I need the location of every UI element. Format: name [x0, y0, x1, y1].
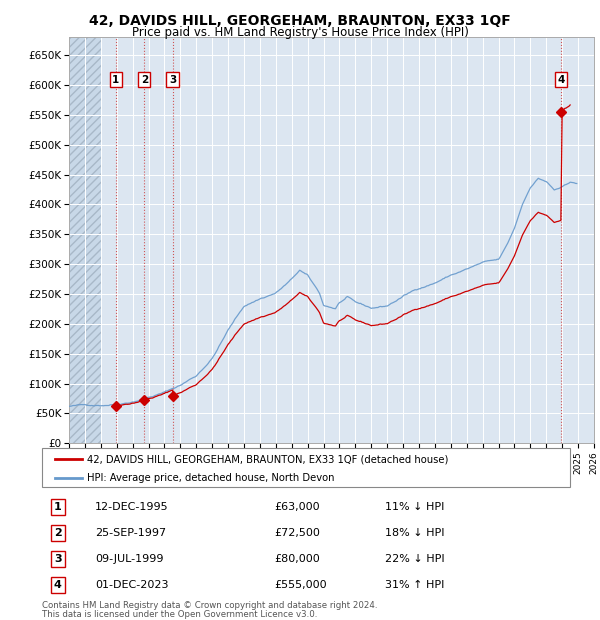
- Text: 42, DAVIDS HILL, GEORGEHAM, BRAUNTON, EX33 1QF (detached house): 42, DAVIDS HILL, GEORGEHAM, BRAUNTON, EX…: [87, 454, 448, 464]
- Text: 18% ↓ HPI: 18% ↓ HPI: [385, 528, 445, 538]
- Text: 3: 3: [54, 554, 62, 564]
- Text: 1: 1: [112, 75, 119, 85]
- Text: 3: 3: [169, 75, 176, 85]
- Text: 42, DAVIDS HILL, GEORGEHAM, BRAUNTON, EX33 1QF: 42, DAVIDS HILL, GEORGEHAM, BRAUNTON, EX…: [89, 14, 511, 28]
- Text: 01-DEC-2023: 01-DEC-2023: [95, 580, 168, 590]
- Text: 4: 4: [557, 75, 565, 85]
- Bar: [69, 37, 101, 443]
- Text: 25-SEP-1997: 25-SEP-1997: [95, 528, 166, 538]
- Text: 12-DEC-1995: 12-DEC-1995: [95, 502, 169, 512]
- Text: £80,000: £80,000: [274, 554, 320, 564]
- Text: 31% ↑ HPI: 31% ↑ HPI: [385, 580, 445, 590]
- Text: £555,000: £555,000: [274, 580, 327, 590]
- Text: This data is licensed under the Open Government Licence v3.0.: This data is licensed under the Open Gov…: [42, 610, 317, 619]
- Text: Contains HM Land Registry data © Crown copyright and database right 2024.: Contains HM Land Registry data © Crown c…: [42, 601, 377, 611]
- FancyBboxPatch shape: [42, 448, 570, 487]
- Text: 11% ↓ HPI: 11% ↓ HPI: [385, 502, 445, 512]
- Text: 1: 1: [54, 502, 62, 512]
- Text: HPI: Average price, detached house, North Devon: HPI: Average price, detached house, Nort…: [87, 473, 334, 483]
- Text: Price paid vs. HM Land Registry's House Price Index (HPI): Price paid vs. HM Land Registry's House …: [131, 26, 469, 39]
- Text: 2: 2: [54, 528, 62, 538]
- Text: £63,000: £63,000: [274, 502, 320, 512]
- Text: £72,500: £72,500: [274, 528, 320, 538]
- Text: 4: 4: [54, 580, 62, 590]
- Text: 22% ↓ HPI: 22% ↓ HPI: [385, 554, 445, 564]
- Text: 2: 2: [140, 75, 148, 85]
- Text: 09-JUL-1999: 09-JUL-1999: [95, 554, 163, 564]
